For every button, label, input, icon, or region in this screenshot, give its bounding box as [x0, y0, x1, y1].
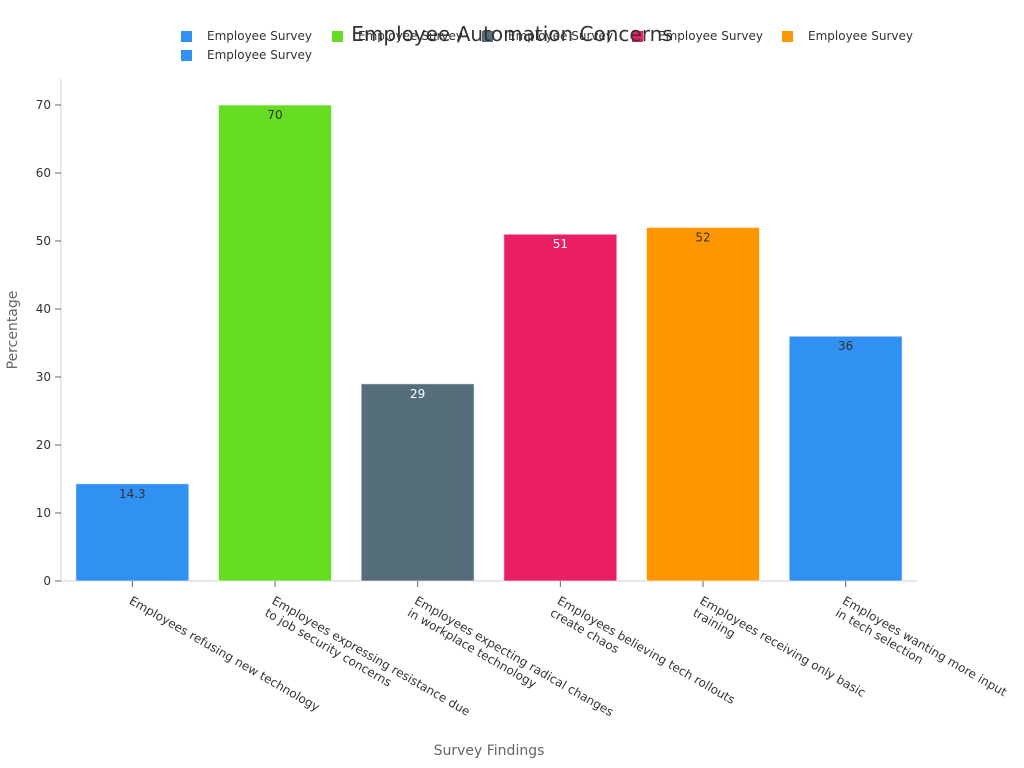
legend-swatch — [332, 31, 343, 42]
y-tick-label: 50 — [36, 234, 51, 248]
legend-swatch — [482, 31, 493, 42]
axes: 0 10 20 30 40 50 60 70 — [36, 79, 917, 588]
x-tick-label-line: Employees wanting more input — [840, 593, 1009, 699]
x-axis-title: Survey Findings — [434, 743, 545, 759]
x-tick-label-line: in workplace technology — [405, 606, 539, 691]
x-tick-labels: Employees refusing new technologyEmploye… — [127, 581, 1009, 719]
y-tick-label: 20 — [36, 438, 51, 452]
y-tick-label: 10 — [36, 506, 51, 520]
legend-label: Employee Survey — [207, 29, 312, 43]
bar-value-label: 51 — [553, 237, 568, 251]
legend-label: Employee Survey — [508, 29, 613, 43]
bar-value-label: 14.3 — [119, 487, 146, 501]
y-tick-label: 70 — [36, 98, 51, 112]
y-tick-label: 60 — [36, 166, 51, 180]
bar-value-label: 29 — [410, 387, 425, 401]
bar-value-label: 52 — [695, 230, 710, 244]
y-tick-label: 0 — [43, 574, 51, 588]
legend-swatch — [181, 31, 192, 42]
legend-item[interactable]: Employee Survey — [332, 29, 463, 43]
bar-value-label: 36 — [838, 339, 853, 353]
chart-title: Employee Automation Concerns — [351, 22, 672, 46]
legend-swatch — [782, 31, 793, 42]
bars: 14.3 70 29 51 52 36 — [75, 104, 903, 582]
legend-label: Employee Survey — [658, 29, 763, 43]
legend-item[interactable]: Employee Survey — [632, 29, 763, 43]
y-tick-label: 40 — [36, 302, 51, 316]
bar[interactable] — [788, 335, 903, 582]
legend-swatch — [181, 50, 192, 61]
legend-item[interactable]: Employee Survey — [181, 48, 312, 62]
bar[interactable] — [75, 483, 190, 582]
bar[interactable] — [646, 226, 760, 582]
y-tick-label: 30 — [36, 370, 51, 384]
legend-swatch — [632, 31, 643, 42]
bar-value-label: 70 — [267, 108, 282, 122]
x-tick-label-line: to job security concerns — [263, 606, 395, 690]
legend: Employee Survey Employee Survey Employee S… — [181, 29, 913, 62]
legend-label: Employee Survey — [358, 29, 463, 43]
legend-item[interactable]: Employee Survey — [482, 29, 613, 43]
bar[interactable] — [218, 104, 332, 582]
legend-item[interactable]: Employee Survey — [782, 29, 913, 43]
bar[interactable] — [503, 233, 618, 582]
legend-label: Employee Survey — [207, 48, 312, 62]
legend-label: Employee Survey — [808, 29, 913, 43]
y-axis-title: Percentage — [5, 291, 21, 370]
legend-item[interactable]: Employee Survey — [181, 29, 312, 43]
bar[interactable] — [360, 383, 475, 582]
